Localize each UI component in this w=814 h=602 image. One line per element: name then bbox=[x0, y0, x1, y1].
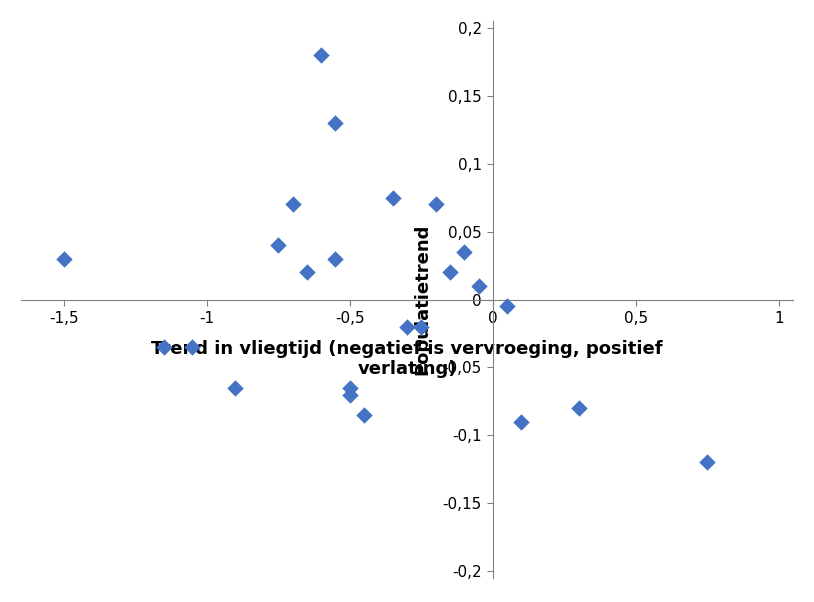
Point bbox=[300, 267, 313, 277]
Point bbox=[186, 342, 199, 352]
Point bbox=[357, 410, 370, 420]
Y-axis label: Populatietrend: Populatietrend bbox=[414, 224, 431, 375]
Point bbox=[57, 254, 70, 264]
X-axis label: Trend in vliegtijd (negatief is vervroeging, positief
verlating): Trend in vliegtijd (negatief is vervroeg… bbox=[151, 340, 663, 378]
Point bbox=[344, 383, 357, 393]
Point bbox=[701, 458, 714, 467]
Point bbox=[472, 281, 485, 291]
Point bbox=[229, 383, 242, 393]
Point bbox=[315, 51, 328, 60]
Point bbox=[157, 342, 170, 352]
Point bbox=[501, 302, 514, 311]
Point bbox=[444, 267, 457, 277]
Point bbox=[400, 322, 414, 332]
Point bbox=[386, 193, 399, 202]
Point bbox=[272, 240, 285, 250]
Point bbox=[572, 403, 585, 413]
Point bbox=[329, 254, 342, 264]
Point bbox=[286, 200, 299, 209]
Point bbox=[329, 118, 342, 128]
Point bbox=[515, 417, 528, 426]
Point bbox=[429, 200, 442, 209]
Point bbox=[415, 322, 428, 332]
Point bbox=[344, 389, 357, 399]
Point bbox=[457, 247, 470, 257]
